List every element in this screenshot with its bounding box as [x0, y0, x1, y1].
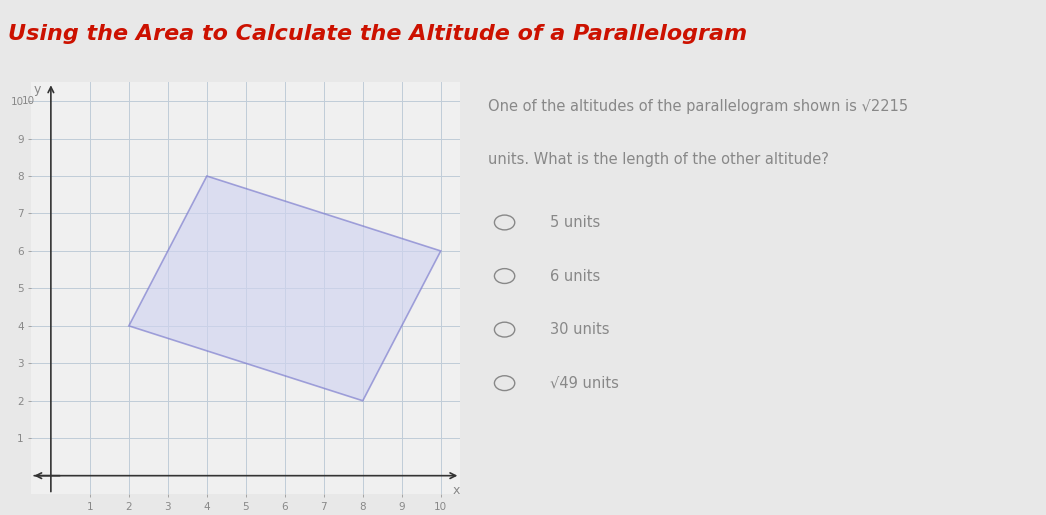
- Text: 30 units: 30 units: [550, 322, 609, 337]
- Text: One of the altitudes of the parallelogram shown is √2215: One of the altitudes of the parallelogra…: [487, 99, 908, 114]
- Text: y: y: [33, 83, 41, 96]
- Text: 6 units: 6 units: [550, 268, 600, 284]
- Text: 5 units: 5 units: [550, 215, 600, 230]
- Text: √49 units: √49 units: [550, 375, 618, 391]
- Text: units. What is the length of the other altitude?: units. What is the length of the other a…: [487, 152, 828, 167]
- Polygon shape: [129, 176, 440, 401]
- Text: Using the Area to Calculate the Altitude of a Parallelogram: Using the Area to Calculate the Altitude…: [8, 24, 748, 44]
- Text: x: x: [453, 484, 460, 497]
- Text: 10: 10: [22, 96, 36, 106]
